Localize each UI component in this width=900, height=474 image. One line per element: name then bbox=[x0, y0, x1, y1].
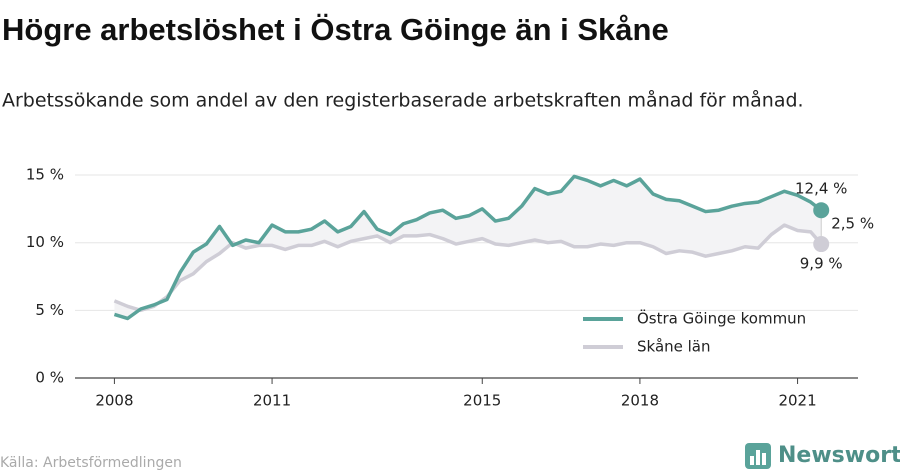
legend-label: Skåne län bbox=[637, 338, 711, 356]
x-tick-label: 2011 bbox=[253, 392, 291, 410]
x-tick-label: 2021 bbox=[778, 392, 816, 410]
chart-subtitle: Arbetssökande som andel av den registerb… bbox=[2, 89, 804, 112]
x-tick-label: 2018 bbox=[621, 392, 659, 410]
logo-icon bbox=[745, 443, 771, 469]
gap-label: 2,5 % bbox=[831, 215, 874, 233]
x-tick-label: 2008 bbox=[95, 392, 133, 410]
y-tick-label: 5 % bbox=[35, 301, 64, 319]
y-tick-label: 10 % bbox=[26, 233, 64, 251]
y-tick-label: 0 % bbox=[35, 369, 64, 387]
gap-area bbox=[114, 176, 822, 319]
end-point bbox=[813, 236, 830, 253]
end-label: 9,9 % bbox=[800, 255, 843, 273]
end-label: 12,4 % bbox=[795, 180, 847, 198]
end-point bbox=[813, 202, 830, 219]
chart-title: Högre arbetslöshet i Östra Göinge än i S… bbox=[2, 12, 669, 47]
line bbox=[113, 174, 823, 321]
x-tick-label: 2015 bbox=[463, 392, 501, 410]
source: Källa: Arbetsförmedlingen bbox=[0, 455, 182, 471]
y-tick-label: 15 % bbox=[26, 166, 64, 184]
brand: Newsworthy bbox=[778, 443, 900, 468]
legend-label: Östra Göinge kommun bbox=[637, 309, 806, 328]
